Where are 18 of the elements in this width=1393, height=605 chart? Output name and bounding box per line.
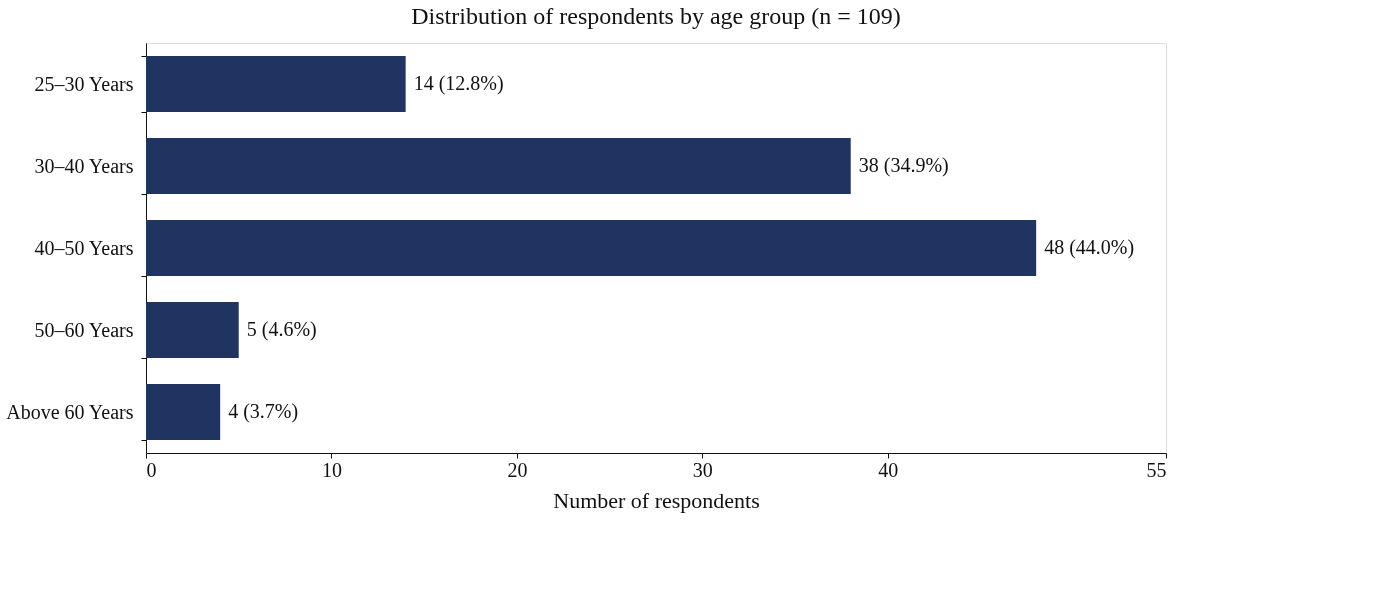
y-tick-label: 50–60 Years	[34, 318, 134, 341]
x-tick-label: 40	[878, 458, 899, 481]
x-tick-label: 10	[321, 458, 342, 481]
data-label: 14 (12.8%)	[413, 72, 504, 95]
x-tick-label: 0	[146, 458, 157, 481]
x-tick-label: 30	[692, 458, 713, 481]
data-label: 38 (34.9%)	[858, 154, 949, 177]
x-tick-label: 55	[1146, 458, 1167, 481]
x-tick-label: 20	[507, 458, 528, 481]
y-tick-label: 25–30 Years	[34, 72, 134, 95]
y-tick-label: Above 60 Years	[6, 400, 134, 423]
y-tick-label: 30–40 Years	[34, 154, 134, 177]
data-label: 48 (44.0%)	[1044, 236, 1135, 259]
data-label: 4 (3.7%)	[228, 400, 299, 423]
chart-title: Distribution of respondents by age group (n = 109)	[411, 3, 901, 29]
y-tick-label: 40–50 Years	[34, 236, 134, 259]
x-axis-title: Number of respondents	[553, 487, 760, 513]
data-label: 5 (4.6%)	[246, 318, 317, 341]
